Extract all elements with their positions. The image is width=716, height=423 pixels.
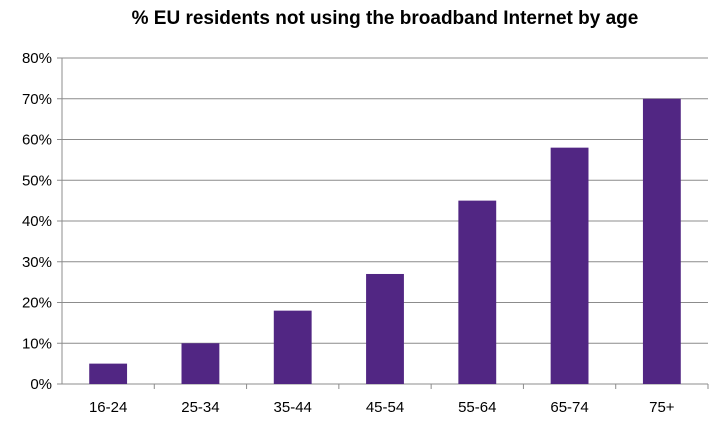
y-axis-tick-label: 10% [22,335,52,352]
x-axis-tick-label: 35-44 [274,399,312,416]
bar-35-44 [273,310,312,384]
y-axis-tick-label: 0% [30,376,52,393]
bar-45-54 [366,273,404,384]
bar-75+ [642,98,681,384]
y-axis-tick-label: 80% [22,50,52,67]
bar-55-64 [458,200,497,384]
y-axis-tick-labels: 0% 10% 20% 30% 40% 50% 60% 70% 80% [22,50,52,393]
y-axis-tick-label: 20% [22,295,52,312]
x-axis-tick-label: 75+ [649,399,675,416]
x-axis-tick-label: 45-54 [366,399,404,416]
y-axis-tick-label: 50% [22,172,52,189]
y-axis-tick-label: 30% [22,254,52,271]
bar-25-34 [181,343,220,384]
x-axis-tick-label: 16-24 [89,399,127,416]
y-axis-tick-label: 60% [22,132,52,149]
x-axis-tick-label: 65-74 [550,399,588,416]
bar-16-24 [89,363,128,384]
bars [89,98,681,384]
x-axis-tick-labels: 16-24 25-34 35-44 45-54 55-64 65-74 75+ [89,399,675,416]
bar-65-74 [550,147,589,384]
chart-title: % EU residents not using the broadband I… [131,8,639,29]
x-axis-tick-label: 25-34 [181,399,219,416]
x-axis-tick-label: 55-64 [458,399,496,416]
y-axis-tick-label: 40% [22,213,52,230]
y-axis-tick-label: 70% [22,91,52,108]
